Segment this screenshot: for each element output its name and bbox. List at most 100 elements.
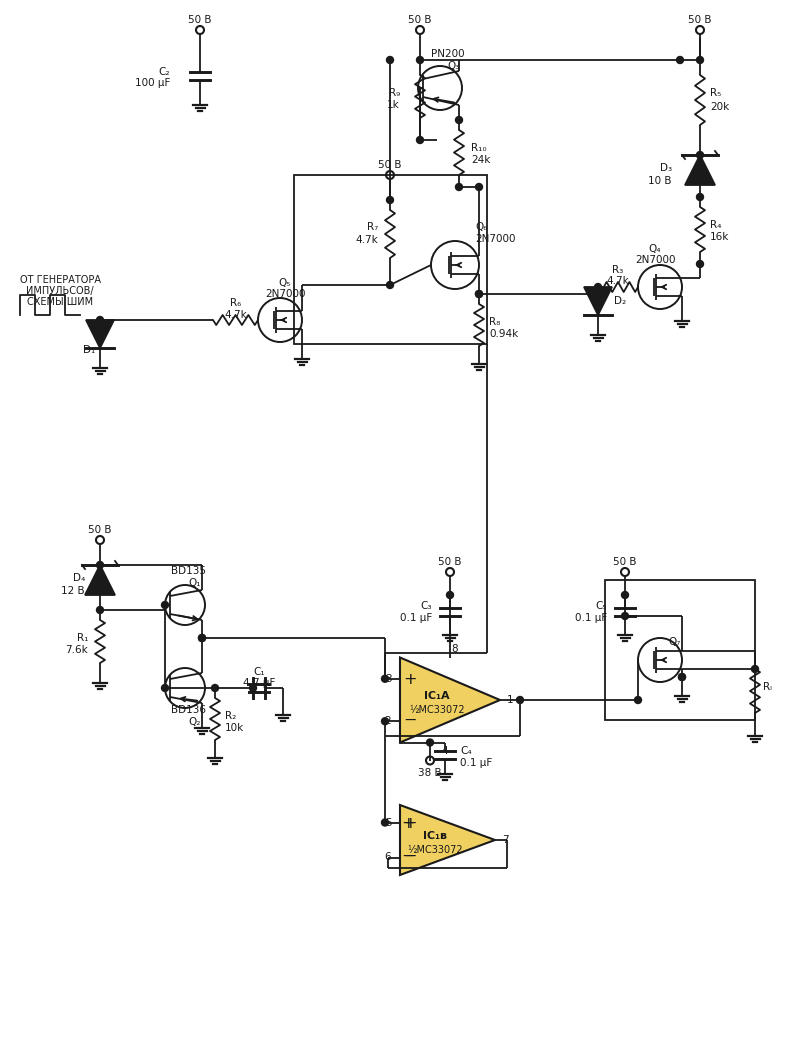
Text: 50 В: 50 В [614,557,637,567]
Text: 50 В: 50 В [188,15,212,25]
Text: СХЕМЫ ШИМ: СХЕМЫ ШИМ [27,297,93,307]
Circle shape [386,196,394,203]
Bar [294,175,487,344]
Polygon shape [86,320,114,348]
Text: −: − [403,713,417,728]
Text: 100 μF: 100 μF [134,78,170,88]
Polygon shape [85,565,115,595]
Text: IC₁в: IC₁в [423,831,447,841]
Circle shape [751,665,758,673]
Text: 50 В: 50 В [408,15,432,25]
Text: Q₂: Q₂ [189,717,201,727]
Text: 50 В: 50 В [688,15,712,25]
Circle shape [386,281,394,289]
Circle shape [198,634,206,641]
Polygon shape [400,805,495,875]
Circle shape [697,152,703,159]
Circle shape [446,592,454,599]
Text: Q₁: Q₁ [189,578,202,588]
Text: R₄: R₄ [710,220,722,230]
Text: 2N7000: 2N7000 [475,234,515,244]
Circle shape [475,291,482,298]
Text: 4.7k: 4.7k [225,310,247,320]
Circle shape [417,137,423,143]
Circle shape [622,612,629,620]
Bar [605,580,755,720]
Text: 3: 3 [385,674,391,684]
Text: 4.7k: 4.7k [355,235,378,245]
Polygon shape [685,155,715,185]
Text: 6: 6 [385,852,391,863]
Text: IC₁А: IC₁А [424,691,450,701]
Text: BD136: BD136 [171,705,206,715]
Circle shape [211,684,218,691]
Circle shape [198,634,206,641]
Polygon shape [584,286,612,315]
Text: 12 В: 12 В [62,586,85,596]
Circle shape [382,717,389,725]
Circle shape [678,674,686,681]
Text: 2N7000: 2N7000 [634,255,675,265]
Text: BD135: BD135 [171,566,206,576]
Text: R₈: R₈ [489,317,500,327]
Text: R₂: R₂ [225,711,236,721]
Circle shape [162,601,169,608]
Text: D₂: D₂ [614,296,626,306]
Circle shape [386,56,394,63]
Text: Q₃: Q₃ [448,61,460,71]
Text: 4: 4 [442,745,448,756]
Text: −: − [402,849,414,864]
Text: C₂: C₂ [158,67,170,77]
Circle shape [162,684,169,691]
Text: −: − [403,849,417,864]
Circle shape [97,562,103,569]
Circle shape [622,592,629,599]
Circle shape [97,606,103,613]
Text: R₁₀: R₁₀ [471,143,486,153]
Text: Q₇: Q₇ [668,637,680,647]
Text: Q₄: Q₄ [649,244,662,254]
Circle shape [455,184,462,191]
Text: 50 В: 50 В [438,557,462,567]
Text: 0.94k: 0.94k [489,329,518,339]
Text: 10 В: 10 В [649,176,672,186]
Circle shape [697,56,703,63]
Text: C₅: C₅ [595,601,607,611]
Text: 1k: 1k [387,100,400,110]
Circle shape [697,193,703,200]
Text: 0.1 μF: 0.1 μF [574,613,607,623]
Circle shape [634,696,642,704]
Text: 1: 1 [506,695,514,705]
Circle shape [417,56,423,63]
Circle shape [382,676,389,682]
Text: 38 В: 38 В [418,767,442,777]
Text: 4.7 μF: 4.7 μF [243,678,275,688]
Text: 24k: 24k [471,155,490,165]
Circle shape [697,261,703,268]
Text: C₃: C₃ [421,601,432,611]
Circle shape [475,291,482,298]
Circle shape [97,317,103,324]
Text: D₄: D₄ [73,573,85,583]
Circle shape [678,674,686,681]
Circle shape [594,291,602,298]
Text: 8: 8 [452,645,458,655]
Text: 5: 5 [385,818,391,827]
Text: 16k: 16k [710,233,730,242]
Text: +: + [403,816,417,831]
Circle shape [677,56,683,63]
Text: R₃: R₃ [612,265,624,275]
Text: ИМПУЛЬСОВ/: ИМПУЛЬСОВ/ [26,286,94,296]
Text: 7: 7 [502,835,508,845]
Circle shape [475,184,482,191]
Text: 50 В: 50 В [88,525,112,535]
Text: ½MC33072: ½MC33072 [409,705,465,715]
Circle shape [517,696,523,704]
Text: R₁: R₁ [77,633,88,643]
Text: Q₆: Q₆ [475,222,487,233]
Text: D₁: D₁ [82,345,95,355]
Circle shape [382,819,389,826]
Text: 10k: 10k [225,723,244,733]
Text: 50 В: 50 В [378,160,402,170]
Text: Q₅: Q₅ [279,278,291,288]
